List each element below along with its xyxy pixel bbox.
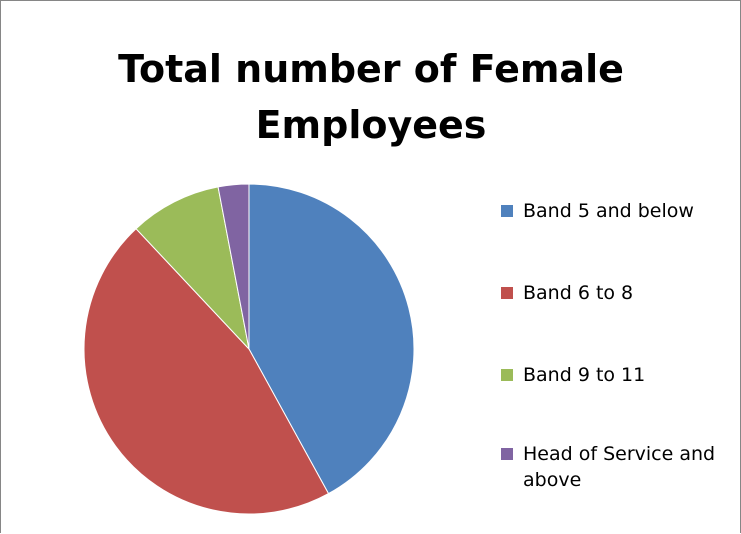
pie-slice-band-9-to-11 [135,186,250,351]
pie-slices [83,183,415,515]
legend-item-band-5-and-below: Band 5 and below [501,198,723,224]
pie-slice-band-6-to-8 [83,228,330,515]
pie-slice-head-of-service-and-above [217,183,250,350]
legend-swatch-band-5-and-below [501,205,513,217]
legend-swatch-band-9-to-11 [501,369,513,381]
legend-label-head-of-service-and-above: Head of Service and above [523,443,716,491]
legend-item-head-of-service-and-above: Head of Service and above [501,441,723,493]
legend-label-band-6-to-8: Band 6 to 8 [523,282,634,304]
legend-label-band-5-and-below: Band 5 and below [523,200,694,222]
legend-item-band-9-to-11: Band 9 to 11 [501,362,723,388]
legend-item-band-6-to-8: Band 6 to 8 [501,280,723,306]
chart-title: Total number of Female Employees [118,47,624,147]
legend-label-band-9-to-11: Band 9 to 11 [523,364,646,386]
pie-slice-band-5-and-below [248,183,415,495]
legend-swatch-head-of-service-and-above [501,448,513,460]
legend-swatch-band-6-to-8 [501,287,513,299]
